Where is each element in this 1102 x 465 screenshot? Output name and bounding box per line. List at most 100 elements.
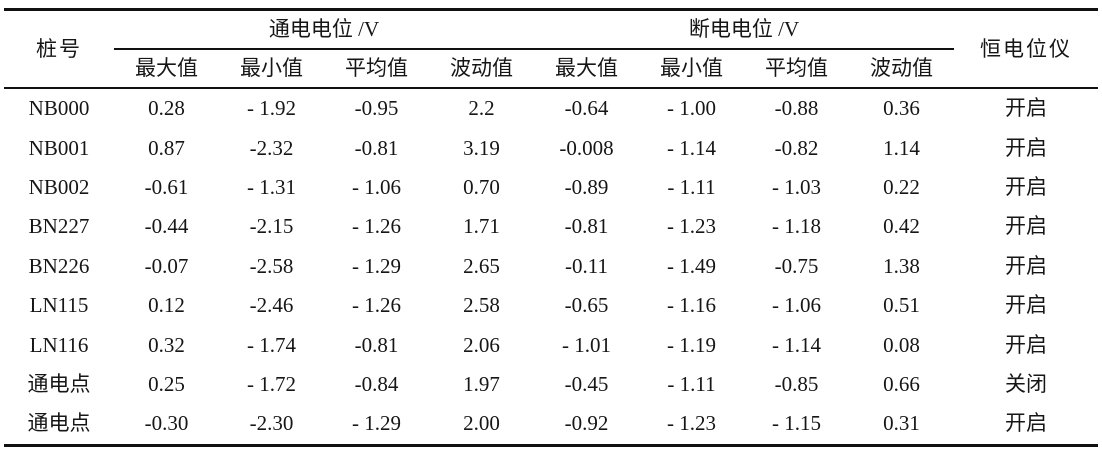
pile-id-cell: BN227 xyxy=(28,214,90,239)
off-max-value-cell: -0.92 xyxy=(564,411,609,436)
pile-id-cell: NB002 xyxy=(28,174,90,199)
table-row: NB000 0.28 - 1.92 -0.95 2.2 -0.64 - 1.00… xyxy=(4,88,1098,128)
header-sub-row: 最大值 最小值 平均值 波动值 最大值 最小值 平均值 波动值 xyxy=(4,49,1098,89)
on-fluctuation-value-cell: 2.00 xyxy=(463,411,500,436)
off-avg-value-cell: -0.82 xyxy=(774,135,819,160)
on-avg-value-cell: -0.81 xyxy=(354,332,399,357)
paper-table-page: 桩号 通电电位 /V 断电电位 /V 恒电位仪 最大值 最小值 平均值 波动值 … xyxy=(0,8,1102,465)
col-header-on-fluctuation: 波动值 xyxy=(429,49,534,89)
on-max-value-cell: -0.07 xyxy=(144,253,189,278)
header-group-row: 桩号 通电电位 /V 断电电位 /V 恒电位仪 xyxy=(4,9,1098,89)
off-max-value-cell: - 1.01 xyxy=(562,332,611,357)
col-header-off-fluctuation: 波动值 xyxy=(849,49,954,89)
table-row: BN226 -0.07 -2.58 - 1.29 2.65 -0.11 - 1.… xyxy=(4,247,1098,286)
on-avg-value-cell: - 1.29 xyxy=(352,411,401,436)
on-fluctuation-value-cell: 2.65 xyxy=(463,253,500,278)
on-fluctuation-value-cell: 2.2 xyxy=(468,96,495,121)
on-fluctuation-value-cell: 0.70 xyxy=(463,174,500,199)
off-avg-value-cell: -0.88 xyxy=(774,96,819,121)
potentiostat-status-cell: 关闭 xyxy=(1005,371,1047,396)
off-max-value-cell: -0.81 xyxy=(564,214,609,239)
on-max-value-cell: -0.61 xyxy=(144,174,189,199)
off-avg-value-cell: - 1.03 xyxy=(772,174,821,199)
on-min-value-cell: -2.58 xyxy=(249,253,294,278)
on-avg-value-cell: -0.84 xyxy=(354,371,399,396)
off-min-value-cell: - 1.11 xyxy=(667,371,716,396)
on-min-value-cell: -2.30 xyxy=(249,411,294,436)
pile-id-cell: LN115 xyxy=(29,293,89,318)
table-row: NB001 0.87 -2.32 -0.81 3.19 -0.008 - 1.1… xyxy=(4,128,1098,167)
on-fluctuation-value-cell: 2.06 xyxy=(463,332,500,357)
on-fluctuation-value-cell: 3.19 xyxy=(463,135,500,160)
on-max-value-cell: 0.28 xyxy=(148,96,185,121)
off-fluctuation-value-cell: 1.14 xyxy=(883,135,920,160)
on-fluctuation-value-cell: 1.97 xyxy=(463,371,500,396)
on-max-value-cell: 0.12 xyxy=(148,293,185,318)
col-header-off-max: 最大值 xyxy=(534,49,639,89)
table-row: NB002 -0.61 - 1.31 - 1.06 0.70 -0.89 - 1… xyxy=(4,168,1098,207)
col-header-on-min: 最小值 xyxy=(219,49,324,89)
col-header-on-avg: 平均值 xyxy=(324,49,429,89)
off-max-value-cell: -0.008 xyxy=(559,135,614,160)
off-min-value-cell: - 1.23 xyxy=(667,411,716,436)
on-max-value-cell: 0.32 xyxy=(148,332,185,357)
off-fluctuation-value-cell: 0.08 xyxy=(883,332,920,357)
pile-id-cell: 通电点 xyxy=(27,371,91,396)
on-avg-value-cell: - 1.26 xyxy=(352,214,401,239)
on-min-value-cell: -2.15 xyxy=(249,214,294,239)
table-row: BN227 -0.44 -2.15 - 1.26 1.71 -0.81 - 1.… xyxy=(4,207,1098,246)
off-max-value-cell: -0.65 xyxy=(564,293,609,318)
table-body: NB000 0.28 - 1.92 -0.95 2.2 -0.64 - 1.00… xyxy=(4,88,1098,445)
off-fluctuation-value-cell: 0.22 xyxy=(883,174,920,199)
col-header-potentiostat: 恒电位仪 xyxy=(954,9,1098,89)
potentiostat-status-cell: 开启 xyxy=(1005,214,1047,239)
table-row: LN116 0.32 - 1.74 -0.81 2.06 - 1.01 - 1.… xyxy=(4,325,1098,364)
pile-id-cell: LN116 xyxy=(29,332,89,357)
off-fluctuation-value-cell: 1.38 xyxy=(883,253,920,278)
off-max-value-cell: -0.45 xyxy=(564,371,609,396)
on-fluctuation-value-cell: 1.71 xyxy=(463,214,500,239)
on-min-value-cell: - 1.74 xyxy=(247,332,296,357)
potentiostat-status-cell: 开启 xyxy=(1005,293,1047,318)
on-avg-value-cell: -0.81 xyxy=(354,135,399,160)
off-min-value-cell: - 1.49 xyxy=(667,253,716,278)
off-avg-value-cell: - 1.06 xyxy=(772,293,821,318)
on-min-value-cell: - 1.72 xyxy=(247,371,296,396)
off-min-value-cell: - 1.16 xyxy=(667,293,716,318)
on-max-value-cell: 0.87 xyxy=(148,135,185,160)
pile-id-cell: 通电点 xyxy=(27,411,91,436)
on-avg-value-cell: -0.95 xyxy=(354,96,399,121)
off-min-value-cell: - 1.11 xyxy=(667,174,716,199)
potentiostat-status-cell: 开启 xyxy=(1005,174,1047,199)
off-max-value-cell: -0.11 xyxy=(565,253,608,278)
table-row: 通电点 0.25 - 1.72 -0.84 1.97 -0.45 - 1.11 … xyxy=(4,365,1098,404)
table-row: 通电点 -0.30 -2.30 - 1.29 2.00 -0.92 - 1.23… xyxy=(4,404,1098,445)
off-avg-value-cell: - 1.15 xyxy=(772,411,821,436)
off-avg-value-cell: - 1.18 xyxy=(772,214,821,239)
on-max-value-cell: -0.44 xyxy=(144,214,189,239)
off-max-value-cell: -0.89 xyxy=(564,174,609,199)
on-min-value-cell: -2.32 xyxy=(249,135,294,160)
on-max-value-cell: 0.25 xyxy=(148,371,185,396)
off-min-value-cell: - 1.23 xyxy=(667,214,716,239)
potentiostat-status-cell: 开启 xyxy=(1005,253,1047,278)
pile-potential-table: 桩号 通电电位 /V 断电电位 /V 恒电位仪 最大值 最小值 平均值 波动值 … xyxy=(4,8,1098,447)
potentiostat-status-cell: 开启 xyxy=(1005,332,1047,357)
on-avg-value-cell: - 1.26 xyxy=(352,293,401,318)
on-avg-value-cell: - 1.06 xyxy=(352,174,401,199)
off-max-value-cell: -0.64 xyxy=(564,96,609,121)
col-group-energized-potential: 通电电位 /V xyxy=(114,9,534,50)
potentiostat-status-cell: 开启 xyxy=(1005,135,1047,160)
col-group-deenergized-potential: 断电电位 /V xyxy=(534,9,954,50)
off-fluctuation-value-cell: 0.66 xyxy=(883,371,920,396)
off-min-value-cell: - 1.19 xyxy=(667,332,716,357)
col-header-off-min: 最小值 xyxy=(639,49,744,89)
potentiostat-status-cell: 开启 xyxy=(1005,411,1047,436)
off-min-value-cell: - 1.14 xyxy=(667,135,716,160)
col-header-pile-number: 桩号 xyxy=(4,9,114,89)
on-min-value-cell: - 1.92 xyxy=(247,96,296,121)
off-fluctuation-value-cell: 0.31 xyxy=(883,411,920,436)
off-fluctuation-value-cell: 0.51 xyxy=(883,293,920,318)
pile-id-cell: NB001 xyxy=(28,135,90,160)
on-min-value-cell: -2.46 xyxy=(249,293,294,318)
